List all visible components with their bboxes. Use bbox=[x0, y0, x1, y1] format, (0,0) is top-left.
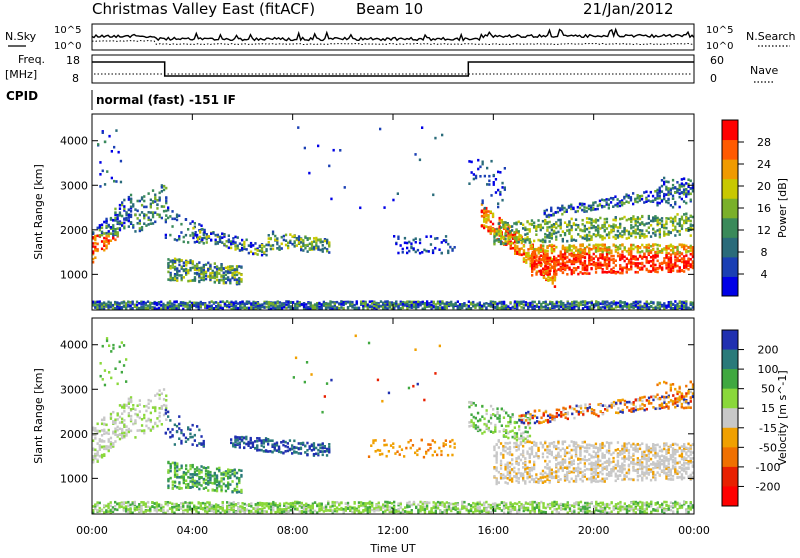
station-title: Christmas Valley East (fitACF) bbox=[92, 0, 315, 18]
noise-panel: N.Sky 10^5 10^0 10^5 10^0 N.Search bbox=[5, 24, 796, 52]
velocity-colorbar-swatch bbox=[722, 486, 738, 506]
nave-tick-top: 60 bbox=[710, 54, 724, 67]
power-colorbar-swatch bbox=[722, 179, 738, 199]
power-ytick-label: 4000 bbox=[60, 135, 88, 148]
freq-tick-bottom: 8 bbox=[72, 72, 79, 85]
velocity-colorbar-swatch bbox=[722, 408, 738, 428]
velocity-colorbar-swatch bbox=[722, 350, 738, 370]
power-colorbar-swatch bbox=[722, 218, 738, 238]
noise-tick-top-left: 10^5 bbox=[54, 25, 81, 36]
x-tick-label: 12:00 bbox=[377, 524, 409, 537]
power-colorbar-swatch bbox=[722, 159, 738, 179]
power-data-layer bbox=[92, 126, 694, 310]
power-colorbar-swatch bbox=[722, 237, 738, 257]
power-colorbar-tick: 8 bbox=[761, 246, 768, 259]
x-tick-label: 20:00 bbox=[578, 524, 610, 537]
velocity-colorbar-swatch bbox=[722, 369, 738, 389]
power-colorbar-tick: 20 bbox=[757, 180, 771, 193]
velocity-colorbar-tick: 200 bbox=[758, 344, 779, 357]
power-colorbar-swatch bbox=[722, 257, 738, 277]
power-ytick-label: 2000 bbox=[60, 224, 88, 237]
power-ytick-label: 3000 bbox=[60, 179, 88, 192]
power-colorbar-tick: 4 bbox=[761, 268, 768, 281]
power-panel: 1000 2000 3000 4000 Slant Range [km] bbox=[32, 114, 694, 310]
velocity-colorbar-swatch bbox=[722, 330, 738, 350]
nave-label: Nave bbox=[750, 64, 778, 77]
cpid-label: CPID bbox=[6, 89, 38, 103]
power-ylabel: Slant Range [km] bbox=[32, 164, 45, 260]
nave-tick-bottom: 0 bbox=[710, 72, 717, 85]
velocity-ytick-label: 4000 bbox=[60, 339, 88, 352]
noise-tick-bottom-right: 10^0 bbox=[706, 41, 733, 52]
nsearch-series-line bbox=[92, 41, 694, 45]
x-tick-label: 04:00 bbox=[176, 524, 208, 537]
nsearch-label: N.Search bbox=[746, 30, 796, 43]
velocity-colorbar-swatch bbox=[722, 389, 738, 409]
velocity-colorbar-swatch bbox=[722, 467, 738, 487]
x-tick-label: 08:00 bbox=[277, 524, 309, 537]
velocity-colorbar-tick: -200 bbox=[756, 480, 781, 493]
nsky-series-line bbox=[92, 30, 694, 41]
velocity-colorbar-swatch bbox=[722, 447, 738, 467]
power-colorbar-tick: 16 bbox=[757, 202, 771, 215]
nsky-label: N.Sky bbox=[5, 30, 37, 43]
velocity-xlabel: Time UT bbox=[369, 542, 415, 554]
power-colorbar: 4 8 12 16 20 24 28 Power [dB] bbox=[722, 120, 789, 297]
power-colorbar-label: Power [dB] bbox=[776, 178, 789, 238]
power-colorbar-swatch bbox=[722, 276, 738, 296]
power-colorbar-tick: 28 bbox=[757, 136, 771, 149]
power-colorbar-tick: 12 bbox=[757, 224, 771, 237]
freq-unit-label: [MHz] bbox=[5, 68, 37, 81]
power-colorbar-tick: 24 bbox=[757, 158, 771, 171]
noise-tick-bottom-left: 10^0 bbox=[54, 41, 81, 52]
velocity-colorbar-tick: -15 bbox=[759, 422, 777, 435]
velocity-colorbar-tick: 15 bbox=[761, 402, 775, 415]
date-label: 21/Jan/2012 bbox=[583, 0, 674, 18]
velocity-panel: 1000 2000 3000 4000 Slant Range [km] 00:00 0… bbox=[32, 114, 710, 554]
velocity-colorbar-tick: -50 bbox=[759, 441, 777, 454]
velocity-colorbar-swatch bbox=[722, 428, 738, 448]
velocity-ytick-label: 3000 bbox=[60, 383, 88, 396]
freq-tick-top: 18 bbox=[66, 54, 80, 67]
noise-tick-top-right: 10^5 bbox=[706, 25, 733, 36]
velocity-colorbar-label: Velocity [m s^-1] bbox=[776, 370, 789, 465]
cpid-text: normal (fast) -151 IF bbox=[96, 93, 236, 107]
velocity-ytick-label: 2000 bbox=[60, 428, 88, 441]
power-colorbar-swatch bbox=[722, 120, 738, 140]
frequency-panel: Freq. [MHz] 18 8 60 0 Nave bbox=[5, 53, 778, 85]
velocity-colorbar-tick: 50 bbox=[761, 383, 775, 396]
power-ytick-label: 1000 bbox=[60, 268, 88, 281]
freq-label: Freq. bbox=[18, 53, 45, 66]
power-colorbar-swatch bbox=[722, 198, 738, 218]
velocity-ytick-label: 1000 bbox=[60, 472, 88, 485]
beam-label: Beam 10 bbox=[356, 0, 423, 18]
x-tick-label: 00:00 bbox=[678, 524, 710, 537]
x-tick-label: 16:00 bbox=[477, 524, 509, 537]
power-colorbar-swatch bbox=[722, 140, 738, 160]
x-tick-label: 00:00 bbox=[76, 524, 108, 537]
velocity-ylabel: Slant Range [km] bbox=[32, 368, 45, 464]
velocity-data-layer bbox=[92, 335, 694, 515]
